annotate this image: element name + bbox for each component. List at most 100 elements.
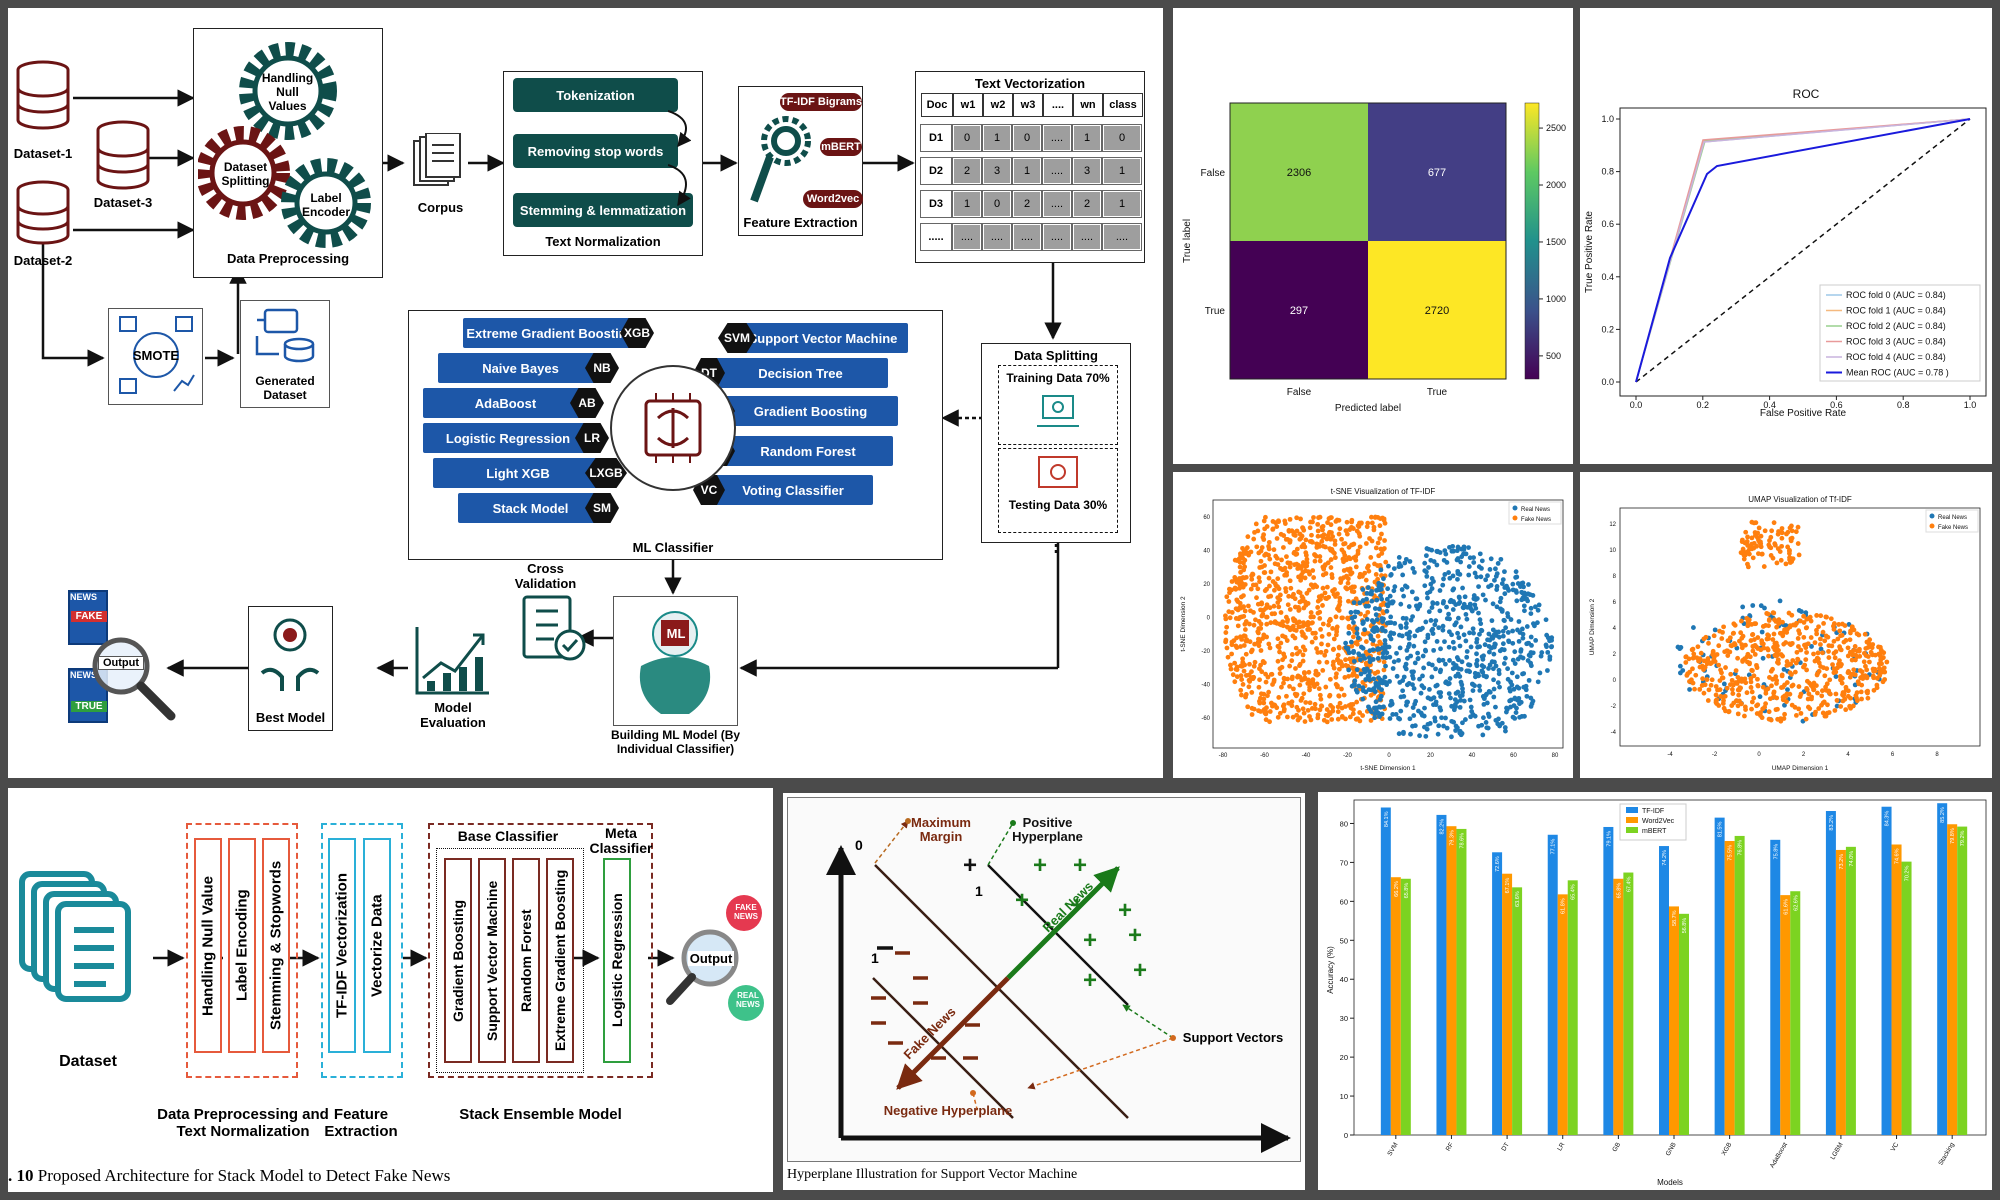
umap-point xyxy=(1756,551,1761,557)
bar-value-label: 84.3% xyxy=(1885,811,1891,827)
tsne-point xyxy=(1333,594,1338,599)
vec-cell: .... xyxy=(1102,223,1142,251)
tsne-point xyxy=(1431,647,1437,653)
umap-point xyxy=(1745,623,1751,629)
umap-point xyxy=(1854,631,1860,637)
tsne-point xyxy=(1300,595,1306,601)
tsne-point xyxy=(1369,520,1375,526)
tsne-point xyxy=(1226,599,1232,604)
tsne-point xyxy=(1382,638,1388,643)
tsne-point xyxy=(1243,651,1249,657)
umap-point xyxy=(1843,707,1849,713)
meta-classifier-title: Meta Classifier xyxy=(589,825,653,856)
umap-point xyxy=(1804,650,1809,655)
tsne-point xyxy=(1256,575,1262,581)
tsne-point xyxy=(1498,595,1504,601)
tsne-point xyxy=(1326,622,1331,628)
tsne-point xyxy=(1282,518,1288,524)
tsne-point xyxy=(1520,631,1526,637)
hyperplane-caption: Hyperplane Illustration for Support Vect… xyxy=(787,1167,1078,1182)
tsne-point xyxy=(1232,679,1238,685)
tsne-point xyxy=(1387,654,1393,660)
tsne-point xyxy=(1320,585,1326,591)
umap-point xyxy=(1802,642,1807,648)
tsne-point xyxy=(1406,634,1412,639)
umap-point xyxy=(1710,648,1716,654)
tsne-point xyxy=(1460,605,1466,610)
bar-value-label: 79.2% xyxy=(1960,830,1966,846)
umap-point xyxy=(1759,551,1765,557)
cm-value-tt: 2720 xyxy=(1425,305,1449,317)
tsne-point xyxy=(1455,725,1460,731)
tsne-point xyxy=(1466,564,1472,569)
tsne-point xyxy=(1460,689,1466,695)
tsne-point xyxy=(1413,596,1419,602)
tsne-point xyxy=(1403,556,1409,562)
tsne-point xyxy=(1371,629,1377,634)
tsne-point xyxy=(1226,609,1232,615)
umap-point xyxy=(1816,706,1822,711)
tsne-point xyxy=(1532,604,1538,610)
tsne-point xyxy=(1436,657,1442,663)
umap-point xyxy=(1823,713,1829,719)
tsne-point xyxy=(1508,704,1513,710)
roc-legend xyxy=(1819,284,1981,382)
bar-xtick-label: DT xyxy=(1500,1141,1510,1152)
classifier-pill: Voting Classifier xyxy=(713,475,873,505)
tsne-point xyxy=(1547,654,1553,660)
tsne-point xyxy=(1342,541,1348,546)
tsne-point xyxy=(1252,641,1258,647)
tsne-point xyxy=(1302,719,1308,724)
tsne-point xyxy=(1474,658,1480,663)
tsne-point xyxy=(1297,624,1303,630)
umap-point xyxy=(1778,557,1784,563)
tsne-xtick: 20 xyxy=(1427,753,1434,759)
base-classifier-border xyxy=(436,848,584,1073)
tsne-point xyxy=(1263,709,1269,715)
svg-text:+: + xyxy=(1128,922,1142,949)
umap-point xyxy=(1713,697,1719,703)
tsne-point xyxy=(1440,623,1446,629)
tsne-point xyxy=(1433,666,1438,672)
tsne-point xyxy=(1378,567,1384,573)
tsne-point xyxy=(1379,551,1385,556)
tsne-point xyxy=(1502,591,1508,597)
tsne-point xyxy=(1312,701,1318,707)
tsne-point xyxy=(1497,684,1502,690)
tsne-point xyxy=(1240,604,1246,610)
umap-point xyxy=(1845,693,1851,699)
umap-point xyxy=(1749,519,1755,525)
tsne-point xyxy=(1329,717,1335,722)
tsne-point xyxy=(1454,655,1460,660)
tsne-point xyxy=(1422,583,1428,589)
tsne-point xyxy=(1383,559,1389,565)
arch-step: TF-IDF Vectorization xyxy=(328,838,356,1053)
umap-point xyxy=(1702,682,1708,688)
umap-point xyxy=(1814,672,1820,678)
tsne-point xyxy=(1364,617,1370,622)
tsne-point xyxy=(1382,641,1388,647)
tsne-point xyxy=(1366,655,1372,661)
tsne-point xyxy=(1339,536,1344,542)
tsne-point xyxy=(1468,714,1474,720)
true-stamp: TRUE xyxy=(71,701,107,712)
tsne-point xyxy=(1362,627,1367,633)
tsne-point xyxy=(1305,627,1311,632)
tsne-point xyxy=(1522,713,1527,719)
tsne-point xyxy=(1423,553,1429,559)
tsne-point xyxy=(1300,631,1306,637)
tsne-point xyxy=(1238,569,1243,575)
tsne-point xyxy=(1246,672,1252,678)
tsne-point xyxy=(1503,625,1509,631)
umap-point xyxy=(1772,694,1777,700)
max-margin-label: Maximum Margin xyxy=(911,815,971,844)
tsne-point xyxy=(1325,520,1330,526)
tsne-point xyxy=(1316,659,1322,665)
tsne-point xyxy=(1350,711,1356,717)
tsne-point xyxy=(1225,654,1231,660)
tsne-point xyxy=(1240,656,1246,662)
tsne-point xyxy=(1297,531,1303,537)
bar xyxy=(1613,878,1624,1135)
tsne-point xyxy=(1383,663,1388,669)
umap-point xyxy=(1779,543,1785,549)
